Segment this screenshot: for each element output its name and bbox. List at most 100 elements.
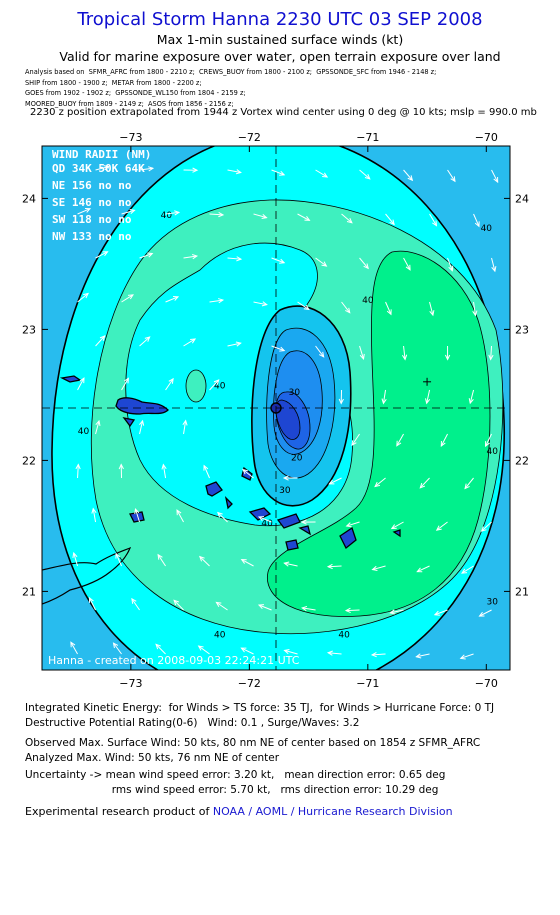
- wind-arrow-head: [345, 522, 352, 528]
- wind-arrow-head: [279, 258, 286, 264]
- wind-arrow-head: [236, 256, 243, 262]
- wind-arrow: [326, 563, 342, 570]
- wind-arrow-shaft: [95, 420, 100, 435]
- stats-uncertainty-mean: Uncertainty -> mean wind speed error: 3.…: [25, 769, 446, 781]
- wind-arrow: [182, 419, 188, 435]
- wind-arrow: [435, 521, 448, 531]
- wind-arrow: [338, 389, 344, 405]
- wind-arrow-head: [261, 213, 268, 220]
- wind-arrow: [429, 301, 435, 317]
- wind-arrow: [198, 555, 210, 567]
- wind-arrow-shaft: [351, 433, 360, 446]
- wind-arrow: [77, 377, 85, 391]
- wind-arrow: [359, 169, 371, 180]
- wind-arrow-head: [485, 441, 490, 448]
- wind-arrow-shaft: [121, 378, 129, 391]
- wind-arrow-shaft: [447, 257, 453, 271]
- wind-arrow: [403, 169, 414, 182]
- wind-arrow-head: [304, 216, 311, 221]
- wind-arrow-head: [474, 221, 480, 228]
- wind-arrow: [297, 213, 311, 221]
- wind-arrow: [253, 213, 268, 220]
- wind-arrow-shaft: [473, 301, 476, 316]
- wind-arrow-head: [257, 516, 265, 521]
- wind-arrow: [72, 551, 79, 567]
- wind-arrow-head: [326, 650, 333, 656]
- wind-arrow: [341, 301, 351, 314]
- wind-arrow-shaft: [417, 565, 430, 573]
- wind-arrow-shaft: [77, 377, 85, 391]
- wind-arrow: [297, 301, 310, 311]
- wind-arrow-head: [88, 596, 94, 603]
- wind-arrow-head: [283, 649, 290, 655]
- wind-arrow: [88, 596, 96, 611]
- wind-arrow-shaft: [461, 565, 474, 574]
- wind-arrow-shaft: [328, 652, 342, 655]
- wind-arrow-head: [390, 524, 397, 530]
- wind-arrow-shaft: [479, 609, 492, 617]
- wind-arrow-head: [157, 553, 163, 560]
- wind-radii-row-ne: NE 156 no no: [52, 179, 132, 192]
- wind-arrow: [478, 609, 492, 617]
- wind-arrow: [283, 561, 298, 567]
- wind-arrow-head: [381, 398, 387, 405]
- wind-arrow-head: [213, 379, 220, 385]
- wind-radii-row-nw: NW 133 no no: [52, 230, 132, 243]
- wind-arrow-shaft: [372, 653, 386, 656]
- wind-arrow-head: [148, 166, 155, 172]
- wind-arrow-shaft: [198, 645, 210, 655]
- chart-title: Tropical Storm Hanna 2230 UTC 03 SEP 200…: [77, 9, 483, 30]
- wind-arrow-shaft: [209, 379, 220, 391]
- wind-arrow-shaft: [95, 166, 109, 171]
- wind-arrow: [131, 597, 140, 611]
- wind-arrow: [381, 389, 387, 405]
- wind-arrow-shaft: [490, 345, 493, 360]
- wind-arrow-head: [425, 398, 431, 405]
- wind-arrow-head: [191, 254, 199, 260]
- wind-arrow-head: [464, 483, 470, 490]
- wind-arrow-shaft: [183, 338, 196, 347]
- wind-arrow: [374, 477, 386, 488]
- wind-arrow: [326, 650, 342, 656]
- noaa-link[interactable]: NOAA / AOML / Hurricane Research Divisio…: [212, 805, 453, 818]
- wind-arrow-head: [240, 647, 247, 653]
- wind-arrow: [415, 653, 430, 659]
- y-tick-label-right: 24: [515, 192, 529, 205]
- wind-arrow-head: [127, 294, 134, 300]
- wind-arrow-head: [144, 336, 151, 342]
- wind-arrow-head: [493, 177, 499, 184]
- wind-arrow: [371, 565, 386, 571]
- wind-arrow: [461, 565, 474, 574]
- wind-arrow-head: [218, 211, 225, 218]
- wind-arrow-shaft: [227, 342, 241, 347]
- wind-arrow-shaft: [429, 213, 437, 226]
- max-wind-plus-marker: [423, 377, 432, 386]
- y-tick-label-right: 22: [515, 454, 529, 467]
- contour-label: 30: [487, 598, 499, 608]
- wind-arrow: [468, 389, 475, 405]
- wind-arrow-head: [344, 607, 351, 614]
- wind-arrow-shaft: [242, 469, 254, 479]
- wind-arrow-shaft: [341, 301, 351, 314]
- x-tick-label-bottom: −71: [356, 677, 379, 690]
- wind-arrow-shaft: [271, 345, 285, 352]
- wind-arrow-head: [99, 335, 106, 341]
- wind-arrow: [401, 345, 408, 361]
- stats-analyzed-max: Analyzed Max. Wind: 50 kts, 76 nm NE of …: [25, 752, 280, 764]
- wind-arrow-shaft: [155, 644, 166, 655]
- wind-arrow: [118, 463, 124, 479]
- wind-arrow-shaft: [77, 208, 91, 215]
- wind-arrow-shaft: [134, 508, 141, 523]
- wind-arrow: [240, 558, 254, 567]
- x-tick-label-bottom: −72: [238, 677, 261, 690]
- wind-arrow-head: [182, 419, 188, 426]
- wind-arrow-head: [115, 552, 121, 559]
- wind-arrow: [351, 433, 360, 447]
- wind-arrow-head: [389, 609, 396, 615]
- wind-arrow: [389, 609, 404, 615]
- wind-radii-header: QD 34K 50K 64K: [52, 162, 145, 175]
- wind-arrow: [121, 208, 136, 215]
- credit-prefix: Experimental research product of: [25, 805, 213, 818]
- wind-arrow-shaft: [403, 169, 413, 181]
- y-tick-label-right: 21: [515, 585, 529, 598]
